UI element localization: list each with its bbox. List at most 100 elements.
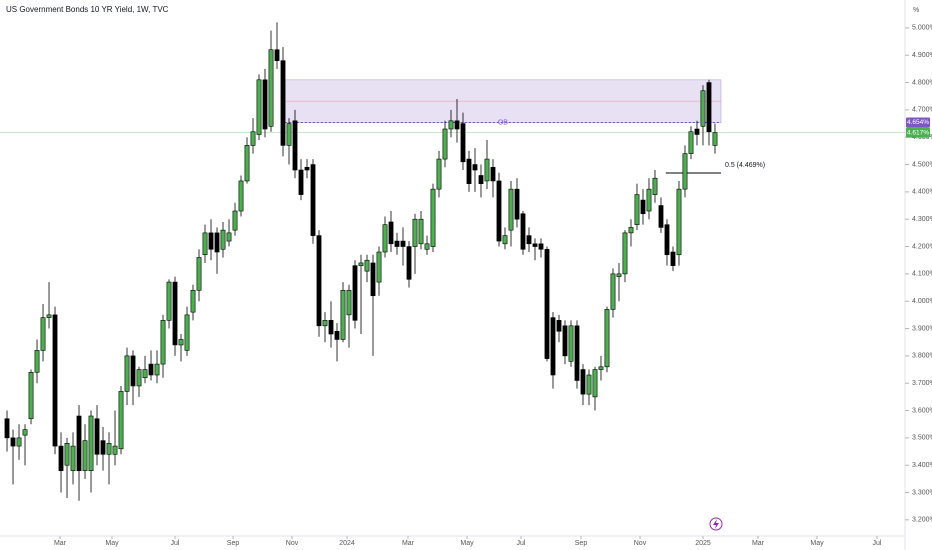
x-tick-label: Jul: [517, 540, 526, 547]
candle-body: [634, 194, 640, 225]
candle-body: [226, 232, 232, 242]
candle-body: [448, 120, 454, 130]
candle-body: [160, 320, 166, 365]
candle-body: [592, 369, 598, 398]
y-tick-label: 3.600%: [912, 407, 932, 414]
candle-body: [610, 273, 616, 310]
candle-body: [106, 443, 112, 455]
candle-body: [676, 188, 682, 256]
y-tick-label: 4.800%: [912, 79, 932, 86]
icon-bolt[interactable]: [713, 519, 719, 529]
candle-body: [208, 232, 214, 250]
candle-body: [586, 374, 592, 395]
candle-body: [430, 188, 436, 247]
lightning-icon[interactable]: [709, 517, 723, 531]
y-tick-label: 4.400%: [912, 189, 932, 196]
candle-body: [454, 120, 460, 130]
candle-body: [148, 363, 154, 376]
y-tick-label: 4.300%: [912, 216, 932, 223]
candle-body: [34, 350, 40, 373]
x-tick-label: Nov: [286, 540, 299, 547]
candle-body: [466, 158, 472, 184]
candle-body: [250, 131, 256, 146]
zone-price-text: 4.654%: [907, 119, 929, 126]
x-tick-label: May: [460, 540, 474, 547]
x-tick-label: May: [105, 540, 119, 547]
candle-body: [340, 289, 346, 340]
candle-body: [664, 224, 670, 256]
candle-body: [196, 257, 202, 291]
candle-body: [52, 314, 58, 447]
candle-body: [166, 281, 172, 321]
candle-body: [460, 123, 466, 163]
x-tick-label: Mar: [54, 540, 67, 547]
candle-body: [298, 169, 304, 195]
y-tick-label: 4.200%: [912, 243, 932, 250]
x-tick-label: Jul: [171, 540, 180, 547]
candle-body: [424, 243, 430, 250]
candle-body: [190, 289, 196, 313]
candle-body: [556, 320, 562, 332]
candle-body: [274, 49, 280, 61]
candle-body: [220, 229, 226, 250]
candle-body: [316, 235, 322, 327]
candle-body: [94, 418, 100, 455]
candle-body: [688, 131, 694, 154]
candle-body: [322, 320, 328, 327]
x-tick-label: 2025: [695, 540, 711, 547]
candle-body: [622, 232, 628, 275]
candle-body: [640, 199, 646, 215]
x-tick-label: Mar: [752, 540, 765, 547]
y-tick-label: 4.000%: [912, 298, 932, 305]
y-tick-label: 3.800%: [912, 353, 932, 360]
candle-body: [328, 320, 334, 335]
candle-body: [490, 166, 496, 182]
candle-body: [142, 369, 148, 379]
candle-body: [280, 60, 286, 146]
zone-price-box: [906, 117, 930, 128]
candle-body: [484, 158, 490, 182]
y-tick-label: 4.500%: [912, 161, 932, 168]
candle-body: [154, 363, 160, 376]
candle-body: [46, 314, 52, 318]
candle-body: [418, 218, 424, 245]
candle-body: [292, 120, 298, 171]
candle-body: [286, 123, 292, 146]
candle-body: [22, 429, 28, 436]
candle-body: [352, 265, 358, 321]
candle-body: [574, 325, 580, 381]
candle-body: [28, 371, 34, 420]
candle-body: [532, 243, 538, 247]
candle-body: [214, 232, 220, 253]
last-price-text: 4.617%: [907, 129, 929, 136]
candle-body: [370, 262, 376, 297]
x-tick-label: Sep: [227, 540, 240, 547]
candle-body: [130, 355, 136, 387]
candle-body: [262, 79, 268, 130]
candle-body: [670, 251, 676, 266]
candle-body: [382, 224, 388, 253]
x-tick-label: 2024: [339, 540, 355, 547]
candle-body: [694, 128, 700, 135]
candle-body: [502, 235, 508, 245]
candle-body: [628, 227, 634, 234]
candle-body: [658, 205, 664, 228]
candle-body: [238, 180, 244, 212]
candle-body: [70, 445, 76, 471]
chart-title: US Government Bonds 10 YR Yield, 1W, TVC: [6, 5, 169, 14]
x-tick-label: Nov: [634, 540, 647, 547]
candle-body: [508, 188, 514, 231]
candle-body: [514, 188, 520, 220]
candle-body: [310, 164, 316, 236]
candle-body: [82, 440, 88, 471]
candle-body: [16, 437, 22, 447]
candle-body: [64, 443, 70, 466]
candle-body: [244, 145, 250, 182]
candle-body: [478, 175, 484, 184]
candle-body: [652, 177, 658, 195]
candle-body: [124, 355, 130, 392]
y-tick-label: 3.300%: [912, 489, 932, 496]
candle-body: [412, 218, 418, 247]
candle-body: [346, 289, 352, 316]
x-tick-label: May: [810, 540, 824, 547]
